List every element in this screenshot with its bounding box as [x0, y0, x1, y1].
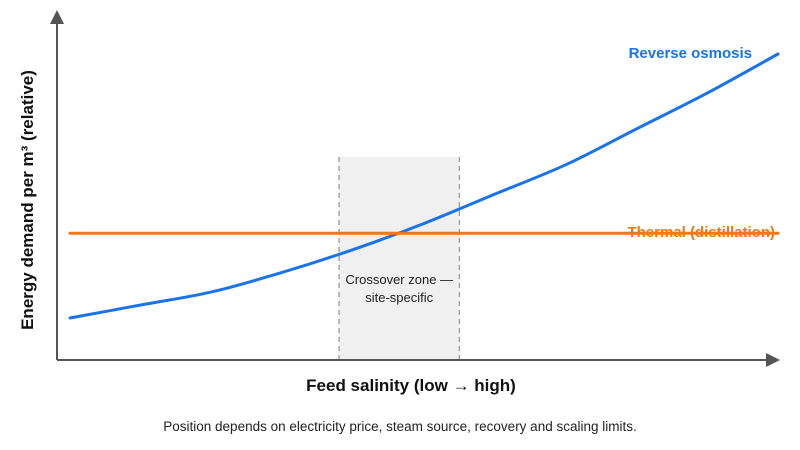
series-label-thermal: Thermal (distillation) [627, 224, 775, 241]
y-axis-arrow [50, 10, 64, 24]
series-line-reverse-osmosis [68, 52, 780, 320]
crossover-zone: Crossover zone — site-specific [338, 157, 461, 360]
x-axis-label: Feed salinity (low → high) [306, 376, 516, 395]
y-axis-label: Energy demand per m³ (relative) [18, 70, 37, 330]
series-layer: Reverse osmosis Thermal (distillation) [68, 45, 780, 320]
crossover-label-line-2: site-specific [365, 290, 433, 305]
axes [50, 10, 780, 367]
x-axis-arrow [766, 353, 780, 367]
chart-caption: Position depends on electricity price, s… [163, 419, 636, 434]
crossover-label-line-1: Crossover zone — [345, 272, 453, 287]
crossover-band [339, 157, 460, 360]
series-label-reverse-osmosis: Reverse osmosis [629, 45, 752, 62]
